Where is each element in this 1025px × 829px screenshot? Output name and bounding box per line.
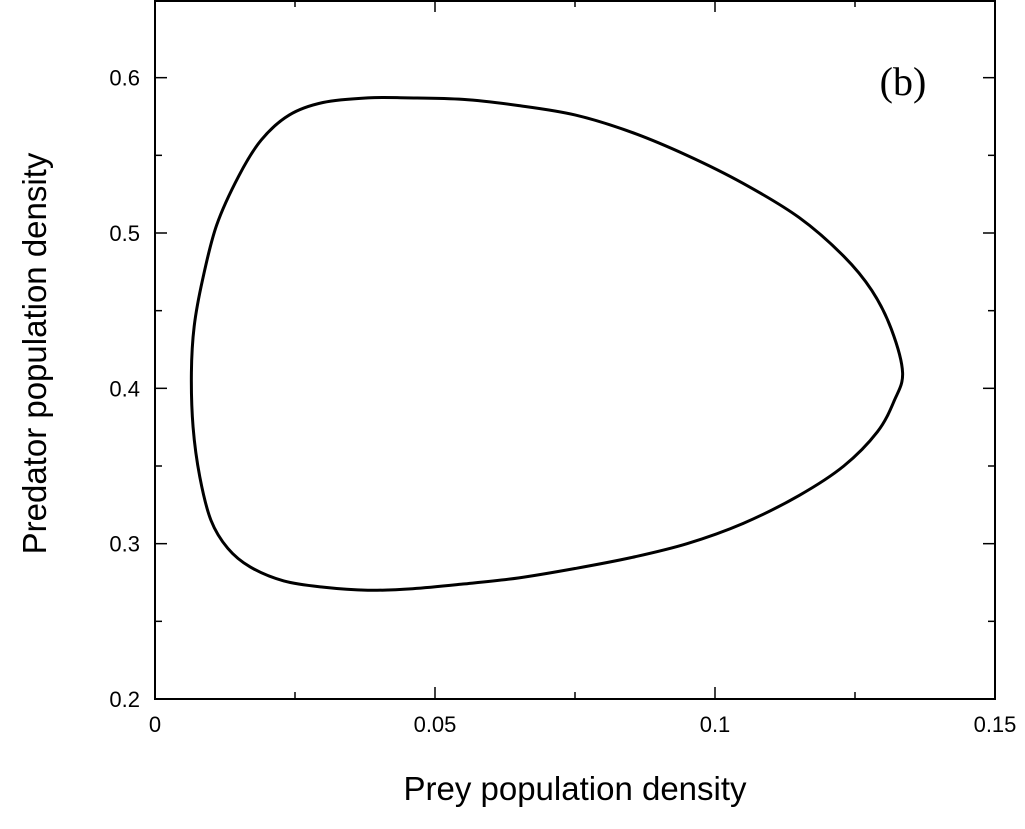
x-tick-label: 0.15: [974, 712, 1017, 737]
panel-label: (b): [880, 59, 927, 104]
y-tick-label: 0.4: [109, 376, 140, 401]
x-tick-label: 0.05: [414, 712, 457, 737]
y-tick-label: 0.5: [109, 221, 140, 246]
y-axis-title: Predator population density: [16, 152, 53, 554]
plot-frame: [154, 0, 996, 700]
axis-ticks: [154, 0, 996, 700]
x-axis-title: Prey population density: [403, 770, 747, 807]
limit-cycle-curve: [189, 95, 905, 592]
x-tick-label: 0.1: [700, 712, 731, 737]
y-tick-label: 0.2: [109, 687, 140, 712]
y-tick-label: 0.6: [109, 66, 140, 91]
x-tick-label: 0: [149, 712, 161, 737]
y-tick-label: 0.3: [109, 532, 140, 557]
axis-tick-labels: 0 0.05 0.1 0.15 0.2 0.3 0.4 0.5 0.6: [109, 66, 1016, 737]
